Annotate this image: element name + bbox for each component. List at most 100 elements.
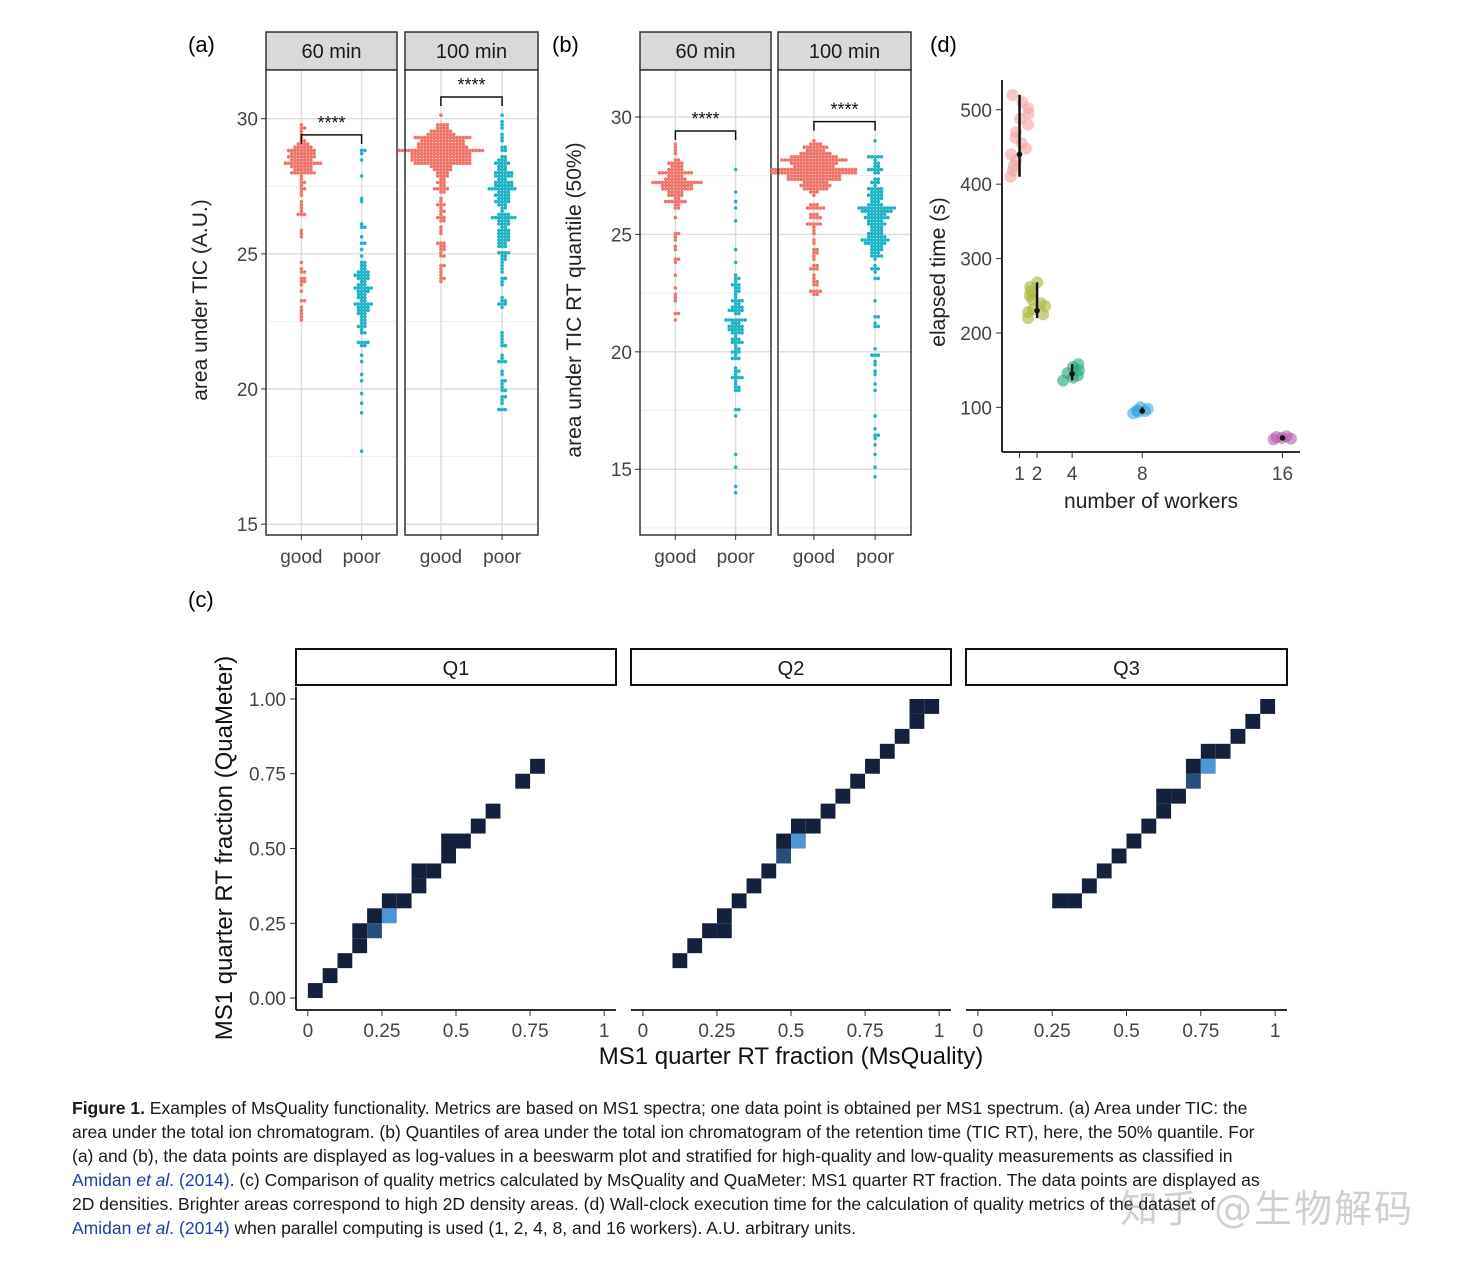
data-point-poor [500,212,504,217]
data-point-good [461,139,466,143]
data-point-poor [876,199,881,204]
data-point-good [812,225,816,229]
heatmap-tile [381,908,397,924]
data-point-poor [503,158,508,162]
data-point-poor [366,270,370,274]
data-point-poor [509,183,514,188]
data-point-poor [500,279,504,284]
data-point-poor [873,353,877,358]
data-point-poor [497,193,501,197]
data-point-good [805,155,810,159]
data-point-poor [737,276,741,281]
data-point-poor [500,199,504,204]
data-point-poor [500,337,504,342]
data-point-good [799,167,803,172]
data-point-good [439,164,443,169]
data-point-poor [873,199,877,204]
data-point-good [416,135,421,140]
data-point-poor [733,206,738,210]
data-point-good [410,158,414,162]
data-point-poor [497,215,501,220]
data-point-good [426,155,430,159]
data-point-poor [500,369,504,374]
data-point-poor [876,161,881,165]
data-point-good [302,155,307,159]
data-point-good [818,167,823,172]
data-point-poor [506,161,511,165]
data-point-good [439,209,443,213]
data-point-good [435,164,440,169]
data-point-good [812,212,816,217]
heatmap-tile [672,953,688,969]
data-point-poor [873,209,877,213]
data-point-good [302,299,307,303]
xtick-label: 0.75 [847,1021,884,1042]
data-point-good [824,161,829,165]
data-point-poor [866,222,871,226]
ytick-label: 0.25 [249,914,286,935]
data-point-poor [356,276,361,281]
data-point-poor [733,452,738,457]
xtick-label: 0.5 [443,1021,469,1042]
data-point-poor [876,209,881,213]
data-point-poor [873,183,877,188]
data-point-poor [737,407,741,412]
data-point-poor [876,244,881,249]
data-point-poor [359,241,364,245]
data-point-poor [730,299,735,303]
data-point-good [302,148,307,153]
xtick-label: poor [856,547,895,568]
data-point-poor [733,299,738,303]
data-point-poor [503,254,508,258]
data-point-good [805,158,810,162]
data-point-poor [497,196,501,201]
data-point-good [439,126,443,130]
ytick-label: 20 [611,343,632,364]
data-point-poor [876,164,881,169]
data-point-poor [870,209,874,213]
data-point-good [451,142,456,146]
heatmap-tile [894,728,910,744]
xtick-label: 16 [1272,464,1293,485]
data-point-good [673,203,678,207]
data-point-poor [873,164,877,169]
heatmap-tile [322,968,338,984]
data-point-good [439,158,443,162]
data-point-good [821,158,826,162]
data-point-good [802,180,807,185]
data-point-poor [870,222,874,226]
data-point-good [673,148,678,153]
data-point-good [689,183,694,188]
data-point-good [815,142,819,146]
data-point-good [824,183,829,188]
caption-ref-link-1[interactable]: Amidan et al. (2014) [72,1170,230,1190]
data-point-good [439,132,443,137]
data-point-good [442,203,446,207]
data-point-good [435,174,440,178]
data-point-poor [733,295,738,300]
data-point-good [818,151,823,156]
data-point-good [451,135,456,140]
data-point-good [853,167,858,172]
data-point-good [464,158,469,162]
data-point-good [792,177,797,181]
data-point-poor [500,148,504,153]
data-point-good [818,215,823,220]
data-point-poor [366,276,370,281]
data-point-good [676,187,681,191]
facet-panel [778,70,911,535]
data-point-good [471,148,475,153]
data-point-good [673,190,678,194]
caption-ref-link-2[interactable]: Amidan et al. (2014) [72,1218,230,1238]
data-point-good [670,183,674,188]
data-point-good [670,190,674,194]
data-point-poor [497,222,501,226]
data-point-good [802,145,807,149]
data-point-poor [740,305,744,310]
ytick-label: 300 [960,250,992,271]
data-point-poor [873,219,877,223]
data-point-poor [363,260,367,265]
data-point-good [413,155,418,159]
data-point-good [808,155,813,159]
ytick-label: 25 [611,225,632,246]
